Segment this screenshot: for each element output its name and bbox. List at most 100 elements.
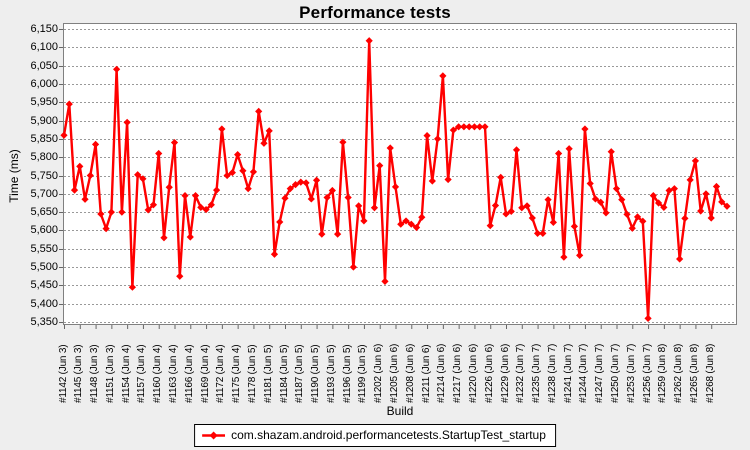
data-point bbox=[339, 138, 347, 146]
plot-background bbox=[63, 23, 737, 325]
data-point bbox=[81, 195, 89, 203]
data-point bbox=[697, 207, 705, 215]
data-point bbox=[581, 125, 589, 133]
x-tick-label: #1154 (Jun 4) bbox=[120, 344, 132, 403]
y-tick-label: 5,550 bbox=[30, 242, 58, 255]
legend-series-marker-icon bbox=[202, 431, 226, 439]
data-point bbox=[576, 251, 584, 259]
data-point bbox=[149, 201, 158, 209]
x-tick-label: #1157 (Jun 4) bbox=[136, 344, 148, 403]
x-tick-label: #1175 (Jun 4) bbox=[231, 344, 243, 403]
data-point bbox=[176, 272, 184, 280]
data-point bbox=[455, 123, 463, 131]
data-point bbox=[702, 190, 710, 198]
data-point bbox=[197, 203, 205, 211]
data-point bbox=[370, 204, 379, 212]
x-tick-label: #1262 (Jun 8) bbox=[673, 343, 685, 403]
x-tick-label: #1142 (Jun 3) bbox=[57, 344, 69, 403]
data-point bbox=[255, 107, 263, 116]
data-point bbox=[118, 208, 126, 216]
data-point bbox=[476, 123, 484, 131]
data-point bbox=[381, 277, 389, 285]
data-point bbox=[555, 149, 563, 158]
data-point bbox=[712, 182, 721, 191]
x-tick-label: #1193 (Jun 5) bbox=[325, 344, 337, 403]
y-axis-title: Time (ms) bbox=[7, 149, 21, 203]
x-tick-label: #1178 (Jun 5) bbox=[246, 344, 258, 403]
data-point bbox=[681, 214, 689, 222]
data-point bbox=[107, 208, 115, 216]
y-tick-label: 5,800 bbox=[30, 150, 58, 163]
data-point bbox=[228, 168, 236, 177]
data-point bbox=[623, 210, 631, 218]
y-tick-label: 5,700 bbox=[30, 187, 58, 200]
data-point bbox=[460, 123, 468, 131]
x-tick-label: #1250 (Jun 7) bbox=[610, 343, 621, 403]
data-point bbox=[602, 209, 610, 217]
data-point bbox=[560, 253, 568, 261]
data-point bbox=[328, 186, 336, 195]
data-point bbox=[644, 314, 652, 322]
data-point bbox=[349, 263, 358, 271]
y-tick-label: 5,900 bbox=[30, 114, 58, 127]
x-tick-label: #1265 (Jun 8) bbox=[688, 343, 700, 403]
data-point bbox=[654, 199, 663, 207]
data-point bbox=[549, 218, 557, 226]
data-point bbox=[223, 171, 231, 180]
data-point bbox=[707, 214, 715, 222]
x-tick-label: #1268 (Jun 8) bbox=[704, 343, 716, 403]
data-point bbox=[686, 176, 694, 184]
y-tick-label: 5,650 bbox=[30, 205, 58, 218]
x-tick-label: #1169 (Jun 4) bbox=[199, 344, 211, 403]
data-point bbox=[518, 204, 526, 212]
data-point bbox=[465, 123, 473, 131]
y-tick-label: 5,850 bbox=[30, 132, 58, 145]
y-tick-label: 5,600 bbox=[30, 223, 58, 236]
data-point bbox=[76, 162, 84, 170]
data-point bbox=[533, 229, 542, 237]
x-tick-label: #1148 (Jun 3) bbox=[89, 344, 101, 403]
data-point bbox=[444, 175, 452, 184]
data-point bbox=[486, 222, 494, 230]
data-point bbox=[186, 233, 194, 241]
data-point bbox=[123, 118, 131, 126]
x-tick-label: #1166 (Jun 4) bbox=[183, 344, 195, 403]
legend: com.shazam.android.performancetests.Star… bbox=[194, 424, 556, 447]
data-point bbox=[423, 131, 431, 140]
data-point bbox=[539, 229, 547, 237]
data-point bbox=[628, 224, 636, 232]
data-point bbox=[502, 210, 510, 218]
data-point bbox=[439, 72, 447, 80]
data-point bbox=[286, 185, 294, 193]
x-tick-label: #1220 (Jun 6) bbox=[467, 343, 479, 403]
data-point bbox=[633, 213, 642, 221]
x-tick-label: #1205 (Jun 6) bbox=[389, 343, 400, 403]
y-tick-label: 6,000 bbox=[30, 77, 58, 90]
data-point bbox=[170, 138, 179, 147]
data-point bbox=[323, 193, 331, 202]
data-point bbox=[212, 186, 221, 194]
data-point bbox=[665, 186, 673, 195]
x-tick-label: #1247 (Jun 7) bbox=[594, 343, 606, 403]
y-tick-label: 5,750 bbox=[30, 169, 58, 182]
data-point bbox=[607, 148, 615, 156]
data-point bbox=[597, 198, 605, 206]
data-point bbox=[376, 162, 384, 170]
data-point bbox=[86, 171, 94, 180]
data-point bbox=[139, 175, 147, 183]
data-point bbox=[523, 202, 531, 210]
data-point bbox=[281, 194, 289, 202]
data-point bbox=[234, 151, 242, 159]
y-tick-label: 5,400 bbox=[30, 297, 58, 310]
y-tick-label: 5,450 bbox=[30, 278, 58, 291]
data-point bbox=[312, 176, 321, 184]
data-point bbox=[407, 220, 415, 228]
data-point bbox=[618, 196, 626, 204]
data-point bbox=[297, 178, 305, 186]
x-tick-label: #1259 (Jun 8) bbox=[657, 343, 669, 403]
data-point bbox=[344, 193, 352, 202]
data-point bbox=[470, 123, 479, 131]
legend-series-label: com.shazam.android.performancetests.Star… bbox=[231, 428, 546, 442]
